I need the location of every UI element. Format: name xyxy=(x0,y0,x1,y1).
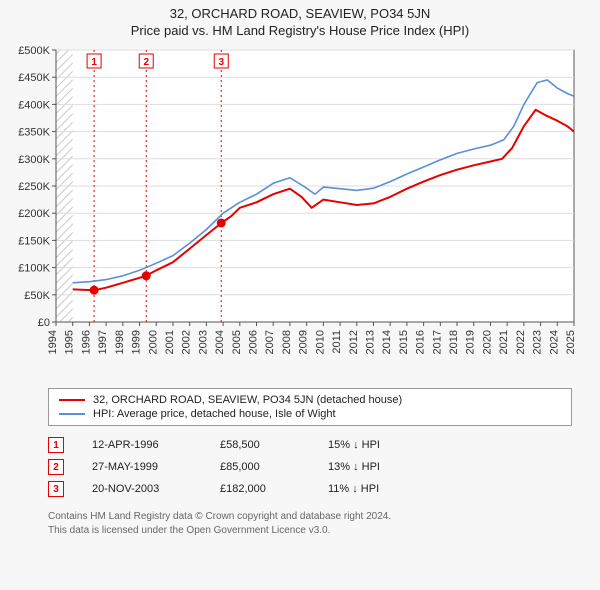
legend-swatch xyxy=(59,413,85,415)
sale-dot xyxy=(217,218,226,227)
svg-text:£200K: £200K xyxy=(18,208,50,220)
svg-text:£100K: £100K xyxy=(18,263,50,275)
svg-text:£500K: £500K xyxy=(18,45,50,57)
svg-text:2014: 2014 xyxy=(381,330,393,354)
svg-text:2012: 2012 xyxy=(348,330,360,354)
sale-delta: 15% ↓ HPI xyxy=(328,439,408,451)
page-subtitle: Price paid vs. HM Land Registry's House … xyxy=(0,21,600,42)
svg-text:2010: 2010 xyxy=(314,330,326,354)
svg-text:£150K: £150K xyxy=(18,235,50,247)
svg-text:2: 2 xyxy=(143,57,149,68)
svg-text:2001: 2001 xyxy=(164,330,176,354)
svg-text:2000: 2000 xyxy=(147,330,159,354)
svg-text:2019: 2019 xyxy=(465,330,477,354)
svg-text:2025: 2025 xyxy=(565,330,577,354)
sale-marker-icon: 1 xyxy=(48,437,64,453)
sale-price: £182,000 xyxy=(220,483,300,495)
svg-text:2006: 2006 xyxy=(248,330,260,354)
svg-text:£400K: £400K xyxy=(18,99,50,111)
chart-container: £0 £50K £100K £150K £200K £250K £300K £350K £400… xyxy=(8,42,600,382)
svg-text:2021: 2021 xyxy=(498,330,510,354)
attribution-footnote: Contains HM Land Registry data © Crown c… xyxy=(48,510,572,537)
svg-text:1999: 1999 xyxy=(131,330,143,354)
sale-dot xyxy=(142,271,151,280)
sale-delta: 11% ↓ HPI xyxy=(328,483,408,495)
svg-text:2007: 2007 xyxy=(264,330,276,354)
svg-text:2013: 2013 xyxy=(364,330,376,354)
svg-text:2004: 2004 xyxy=(214,330,226,354)
svg-text:2020: 2020 xyxy=(481,330,493,354)
svg-text:2016: 2016 xyxy=(415,330,427,354)
legend-swatch xyxy=(59,399,85,401)
svg-text:£0: £0 xyxy=(38,317,50,329)
svg-text:3: 3 xyxy=(218,57,224,68)
svg-text:£350K: £350K xyxy=(18,127,50,139)
svg-text:2024: 2024 xyxy=(548,330,560,354)
svg-text:1: 1 xyxy=(91,57,97,68)
svg-text:2003: 2003 xyxy=(197,330,209,354)
line-chart: £0 £50K £100K £150K £200K £250K £300K £350K £400… xyxy=(8,42,588,382)
svg-text:2002: 2002 xyxy=(181,330,193,354)
svg-text:£450K: £450K xyxy=(18,72,50,84)
legend-box: 32, ORCHARD ROAD, SEAVIEW, PO34 5JN (det… xyxy=(48,388,572,426)
footnote-line: Contains HM Land Registry data © Crown c… xyxy=(48,510,572,524)
sale-date: 20-NOV-2003 xyxy=(92,483,192,495)
svg-text:2011: 2011 xyxy=(331,330,343,354)
svg-text:2017: 2017 xyxy=(431,330,443,354)
page-title: 32, ORCHARD ROAD, SEAVIEW, PO34 5JN xyxy=(0,0,600,21)
footnote-line: This data is licensed under the Open Gov… xyxy=(48,524,572,538)
sales-table: 1 12-APR-1996 £58,500 15% ↓ HPI 2 27-MAY-1999… xyxy=(48,434,572,500)
sale-delta: 13% ↓ HPI xyxy=(328,461,408,473)
svg-text:2022: 2022 xyxy=(515,330,527,354)
svg-text:£250K: £250K xyxy=(18,181,50,193)
sale-marker-icon: 2 xyxy=(48,459,64,475)
svg-text:2005: 2005 xyxy=(231,330,243,354)
svg-text:1995: 1995 xyxy=(64,330,76,354)
svg-text:£300K: £300K xyxy=(18,154,50,166)
legend-label: HPI: Average price, detached house, Isle… xyxy=(93,408,336,420)
legend-label: 32, ORCHARD ROAD, SEAVIEW, PO34 5JN (det… xyxy=(93,394,402,406)
svg-text:1997: 1997 xyxy=(97,330,109,354)
sale-row: 1 12-APR-1996 £58,500 15% ↓ HPI xyxy=(48,434,572,456)
svg-text:1996: 1996 xyxy=(80,330,92,354)
legend-item: HPI: Average price, detached house, Isle… xyxy=(59,407,561,421)
sale-dot xyxy=(90,286,99,295)
sale-date: 12-APR-1996 xyxy=(92,439,192,451)
svg-text:2008: 2008 xyxy=(281,330,293,354)
svg-text:2009: 2009 xyxy=(298,330,310,354)
sale-date: 27-MAY-1999 xyxy=(92,461,192,473)
sale-row: 3 20-NOV-2003 £182,000 11% ↓ HPI xyxy=(48,478,572,500)
sale-price: £58,500 xyxy=(220,439,300,451)
sale-price: £85,000 xyxy=(220,461,300,473)
svg-text:1994: 1994 xyxy=(47,330,59,354)
svg-text:2018: 2018 xyxy=(448,330,460,354)
sale-marker-icon: 3 xyxy=(48,481,64,497)
svg-text:1998: 1998 xyxy=(114,330,126,354)
svg-text:2023: 2023 xyxy=(532,330,544,354)
sale-row: 2 27-MAY-1999 £85,000 13% ↓ HPI xyxy=(48,456,572,478)
svg-text:£50K: £50K xyxy=(24,290,50,302)
legend-item: 32, ORCHARD ROAD, SEAVIEW, PO34 5JN (det… xyxy=(59,393,561,407)
svg-text:2015: 2015 xyxy=(398,330,410,354)
